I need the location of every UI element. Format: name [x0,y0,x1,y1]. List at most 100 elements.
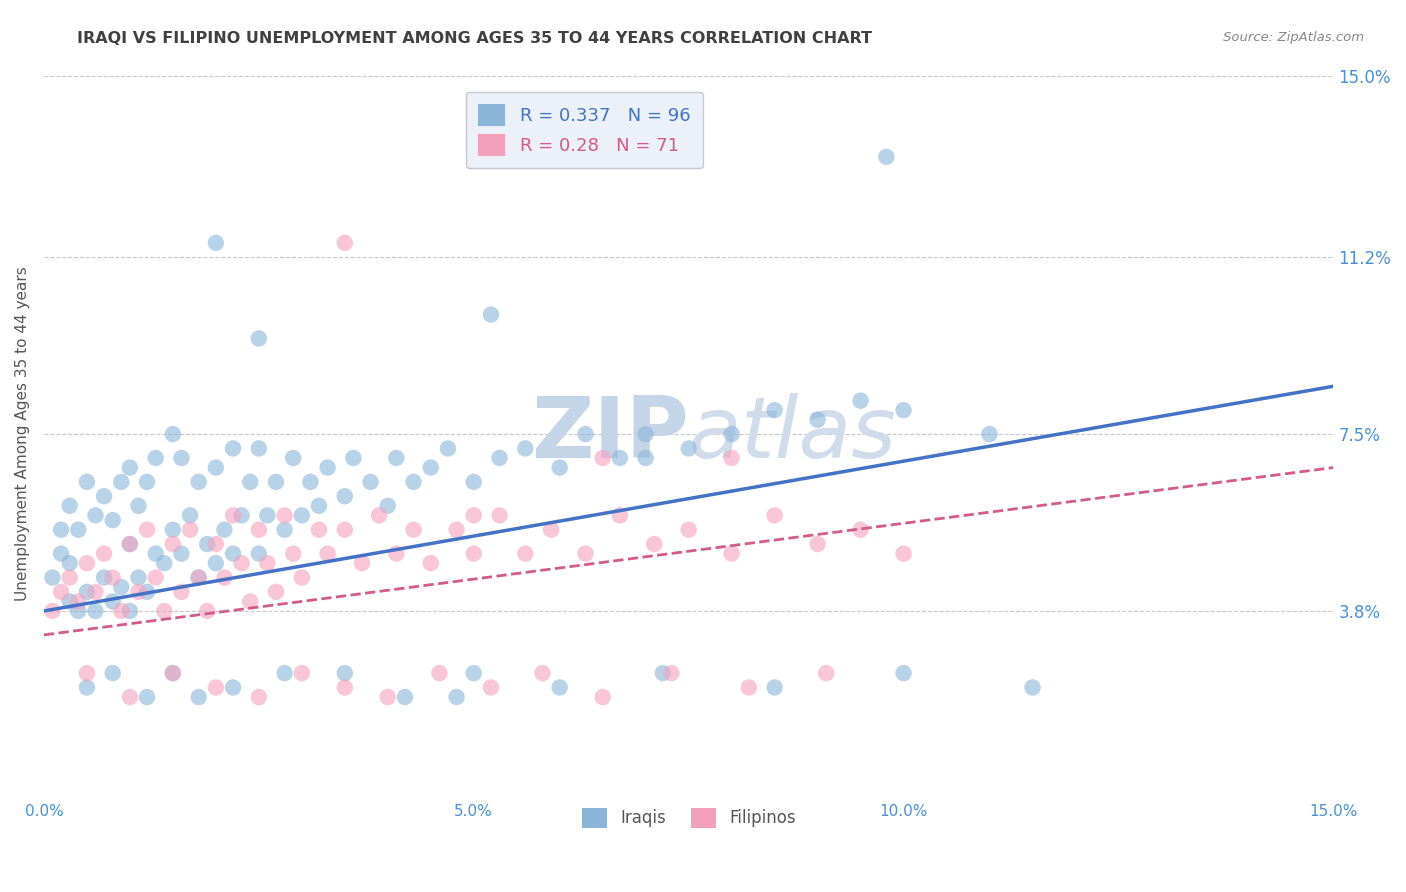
Point [273,523,295,537]
Point [806,413,828,427]
Point [67,523,90,537]
Point [463,475,485,489]
Point [360,475,382,489]
Point [283,547,305,561]
Point [205,681,228,695]
Point [333,489,356,503]
Point [316,547,339,561]
Point [239,475,262,489]
Point [205,460,228,475]
Point [76,475,98,489]
Point [145,450,167,465]
Point [308,499,330,513]
Point [273,508,295,523]
Point [308,523,330,537]
Point [548,460,571,475]
Point [463,508,485,523]
Point [170,585,193,599]
Point [419,460,441,475]
Point [247,442,270,456]
Point [76,666,98,681]
Point [127,499,149,513]
Point [609,508,631,523]
Point [1021,681,1043,695]
Text: atlas: atlas [689,392,897,475]
Point [59,499,82,513]
Point [402,523,425,537]
Point [162,427,184,442]
Point [59,570,82,584]
Point [145,547,167,561]
Point [59,556,82,570]
Point [214,523,236,537]
Point [394,690,416,704]
Point [214,570,236,584]
Point [893,547,915,561]
Point [118,537,141,551]
Point [256,556,278,570]
Point [849,523,872,537]
Point [205,235,228,250]
Point [110,604,132,618]
Point [291,666,314,681]
Text: Source: ZipAtlas.com: Source: ZipAtlas.com [1223,31,1364,45]
Point [162,666,184,681]
Point [76,585,98,599]
Point [93,489,115,503]
Point [76,556,98,570]
Point [76,681,98,695]
Point [205,556,228,570]
Point [84,604,107,618]
Point [101,666,124,681]
Point [49,585,72,599]
Point [377,499,399,513]
Point [59,594,82,608]
Point [720,547,742,561]
Point [195,604,218,618]
Point [291,508,314,523]
Point [110,475,132,489]
Point [446,523,468,537]
Point [205,537,228,551]
Point [41,570,63,584]
Point [661,666,683,681]
Point [437,442,460,456]
Point [515,547,537,561]
Point [187,570,209,584]
Point [463,666,485,681]
Point [162,537,184,551]
Point [419,556,441,570]
Point [643,537,665,551]
Point [247,523,270,537]
Point [531,666,554,681]
Point [101,570,124,584]
Point [446,690,468,704]
Point [41,604,63,618]
Point [49,547,72,561]
Point [574,547,596,561]
Point [479,681,502,695]
Point [170,450,193,465]
Point [84,585,107,599]
Point [720,450,742,465]
Point [283,450,305,465]
Point [187,475,209,489]
Point [273,666,295,681]
Point [463,547,485,561]
Point [222,442,245,456]
Point [385,450,408,465]
Point [574,427,596,442]
Point [145,570,167,584]
Point [49,523,72,537]
Point [264,585,287,599]
Point [231,508,253,523]
Point [101,513,124,527]
Point [93,570,115,584]
Point [179,508,201,523]
Point [110,580,132,594]
Point [479,308,502,322]
Point [127,585,149,599]
Point [256,508,278,523]
Y-axis label: Unemployment Among Ages 35 to 44 years: Unemployment Among Ages 35 to 44 years [15,267,30,601]
Point [342,450,364,465]
